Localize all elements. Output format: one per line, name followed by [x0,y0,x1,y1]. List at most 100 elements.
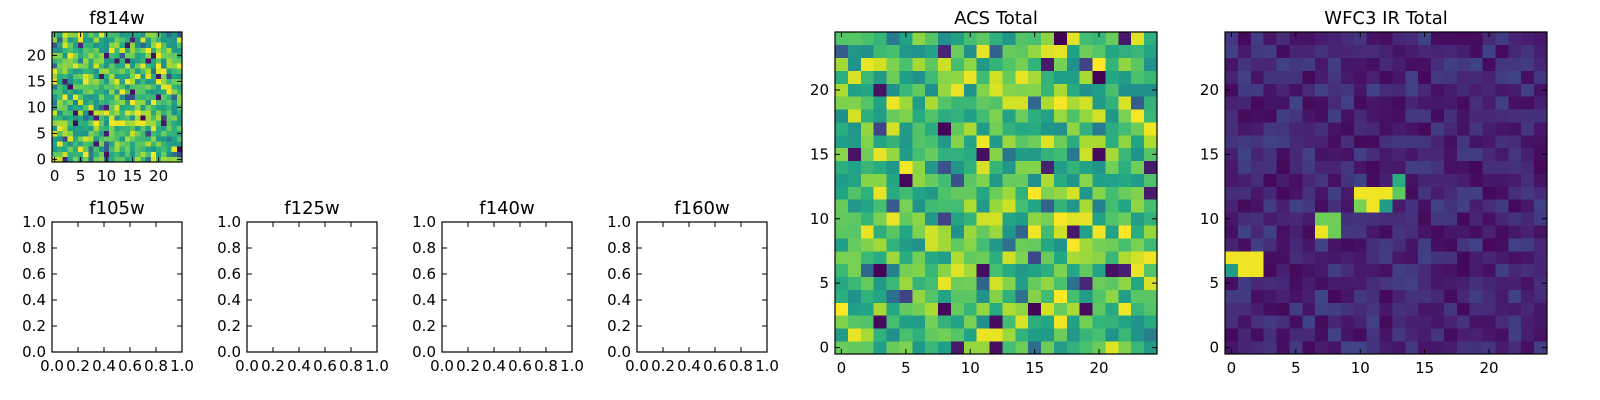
heatmap-cell [1508,186,1522,200]
heatmap-cell [161,78,167,85]
heatmap-cell [150,78,157,85]
heatmap-cell [963,276,977,290]
heatmap-cell [1002,122,1016,136]
heatmap-cell [1392,238,1406,252]
heatmap-cell [1469,199,1483,213]
heatmap-cell [1053,315,1068,329]
y-tick-label: 0.8 [607,239,631,257]
heatmap-cell [1131,276,1145,290]
heatmap-cell [1418,225,1432,239]
heatmap-cell [1131,212,1145,226]
heatmap-cell [1250,109,1264,123]
heatmap-cell [166,32,172,38]
x-tick-label: 20 [149,167,168,185]
heatmap-cell [161,84,167,90]
heatmap-cell [1105,44,1119,59]
heatmap-cell [1079,96,1093,110]
heatmap-cell [950,302,965,316]
heatmap-cell [1534,276,1548,290]
heatmap-cell [88,156,94,163]
heatmap-cell [1353,328,1367,342]
y-tick-label: 20 [27,46,46,64]
heatmap-cell [1002,96,1016,110]
heatmap-cell [976,212,990,226]
heatmap-cell [1340,109,1355,123]
heatmap-cell [114,104,120,111]
heatmap-cell [57,99,63,106]
heatmap-cell [1225,70,1239,84]
heatmap-cell [1225,263,1239,278]
heatmap-cell [57,73,63,80]
heatmap-cell [124,130,131,137]
heatmap-cell [1392,225,1406,239]
heatmap-cell [156,110,162,116]
heatmap-cell [1431,315,1445,329]
heatmap-cell [1263,225,1277,239]
heatmap-cell [62,104,68,111]
heatmap-cell [72,156,79,163]
heatmap-cell [1053,32,1068,46]
heatmap-cell [1302,328,1316,342]
heatmap-cell [1079,32,1093,46]
heatmap-cell [62,68,68,74]
heatmap-cell [135,156,141,163]
heatmap-cell [1250,328,1264,342]
y-tick-label: 0.4 [607,291,631,309]
heatmap-cell [119,104,126,111]
heatmap-cell [1250,250,1264,265]
heatmap-cell [166,115,172,121]
heatmap-cell [1002,44,1016,59]
heatmap-cell [57,47,63,54]
heatmap-cell [1456,199,1471,213]
heatmap-cell [1092,160,1106,174]
heatmap-cell [1302,238,1316,252]
heatmap-cell [124,68,131,74]
heatmap-cell [1263,263,1277,278]
heatmap-cell [1315,70,1329,84]
heatmap-cell [171,63,178,69]
heatmap-cell [1443,250,1458,265]
heatmap-cell [1328,276,1342,290]
heatmap-cell [886,302,900,316]
heatmap-cell [835,57,849,71]
heatmap-cell [1015,32,1029,46]
heatmap-cell [976,263,990,278]
heatmap-cell [83,130,89,137]
heatmap-cell [67,110,74,116]
heatmap-cell [1289,186,1303,200]
heatmap-cell [860,160,874,174]
heatmap-cell [166,58,172,64]
heatmap-cell [1276,199,1290,213]
heatmap-cell [52,151,58,158]
x-tick-label: 0.2 [456,357,480,375]
heatmap-cell [83,151,89,158]
heatmap-cell [1521,341,1535,355]
heatmap-cell [950,315,965,329]
y-tick-label: 0.6 [607,265,631,283]
heatmap-cell [1289,109,1303,123]
heatmap-cell [62,58,68,64]
acs-total-axes-frame [834,31,1158,355]
heatmap-cell [98,104,105,111]
wfc3-ir-total-title: WFC3 IR Total [1324,8,1447,29]
heatmap-cell [130,58,136,64]
heatmap-cell [109,99,115,106]
heatmap-cell [1482,212,1496,226]
heatmap-cell [1118,173,1132,187]
heatmap-cell [150,110,157,116]
heatmap-cell [114,63,120,69]
heatmap-cell [1041,341,1055,355]
heatmap-cell [847,147,862,162]
heatmap-cell [1405,250,1419,265]
heatmap-cell [1353,147,1367,162]
heatmap-cell [114,156,120,163]
heatmap-cell [1105,276,1119,290]
heatmap-cell [145,120,152,126]
heatmap-cell [860,109,874,123]
heatmap-cell [119,156,126,163]
heatmap-cell [847,173,862,187]
heatmap-cell [938,186,952,200]
heatmap-cell [1328,70,1342,84]
heatmap-cell [161,115,167,121]
y-tick-label: 0.6 [22,265,46,283]
